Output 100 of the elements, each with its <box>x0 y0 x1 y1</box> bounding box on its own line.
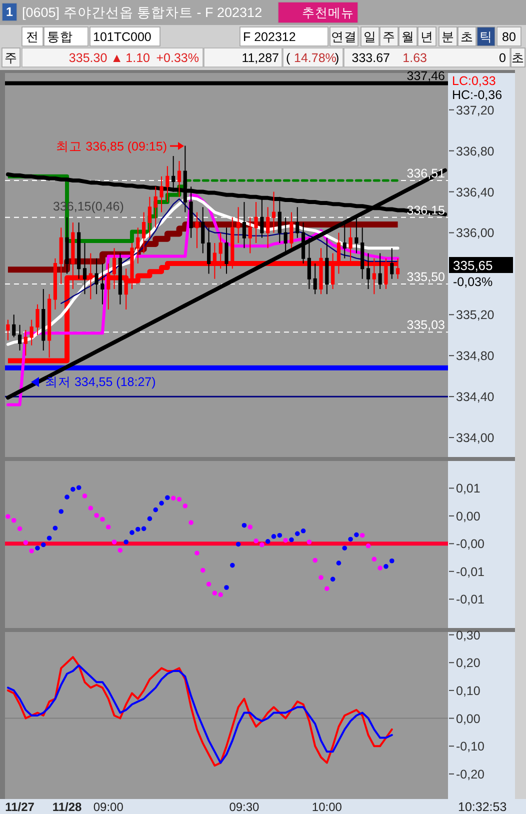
text: -0,03% <box>453 275 493 289</box>
ref-line-label: 335,03 <box>406 318 446 332</box>
text: F 202312 <box>243 30 296 44</box>
y-tick-label: 0,10 <box>456 684 480 698</box>
text: 통합 <box>47 30 73 44</box>
y-tick-label: 334,00 <box>456 431 494 446</box>
candlestick <box>254 202 258 244</box>
annotation: 최고 336,85 (09:15) <box>56 140 167 154</box>
text: 80 <box>502 30 516 44</box>
candlestick <box>142 212 146 254</box>
y-tick-label: -0,00 <box>456 537 485 552</box>
y-tick-label: 336,00 <box>456 226 494 240</box>
text: 전 <box>26 30 39 44</box>
y-tick-label: 0,30 <box>456 628 480 642</box>
candlestick <box>360 227 364 280</box>
x-tick-label: 10:00 <box>312 800 342 814</box>
y-tick-label: -0,01 <box>456 592 485 607</box>
y-tick-label: 336,40 <box>456 185 494 200</box>
text: 1.10 <box>126 51 150 65</box>
candlestick <box>124 268 128 310</box>
candlestick <box>242 202 246 249</box>
text: ( <box>286 51 291 65</box>
candlestick <box>301 222 306 264</box>
candlestick <box>201 206 205 254</box>
y-tick-label: -0,01 <box>456 564 485 579</box>
text: 주 <box>382 30 396 44</box>
candlestick <box>366 252 370 290</box>
candlestick <box>325 237 329 295</box>
candlestick <box>313 262 317 295</box>
y-tick-label: -0,20 <box>456 767 485 782</box>
y-tick-label: 334,80 <box>456 349 494 364</box>
y-tick-label: 0,20 <box>456 656 480 670</box>
candlestick <box>206 227 211 274</box>
candlestick <box>100 262 104 305</box>
x-tick-label: 11/28 <box>52 800 82 814</box>
candlestick <box>30 319 34 346</box>
candlestick <box>342 222 346 259</box>
candlestick <box>118 252 122 305</box>
text: 335,65 <box>453 258 493 273</box>
text: 1 <box>6 5 14 19</box>
candlestick <box>307 237 311 290</box>
candlestick <box>177 160 182 198</box>
text: 초 <box>512 51 524 65</box>
candlestick <box>378 252 382 290</box>
candlestick <box>160 176 164 213</box>
x-tick-label: 09:30 <box>229 800 260 814</box>
candlestick <box>390 248 394 280</box>
candlestick <box>224 227 228 274</box>
candlestick <box>272 191 276 234</box>
y-tick-label: 336,80 <box>456 144 494 158</box>
candlestick <box>266 206 270 249</box>
y-tick-label: 0,00 <box>456 509 480 524</box>
text: 연결 <box>331 30 357 44</box>
candlestick <box>154 186 158 228</box>
candlestick <box>354 216 358 254</box>
text: 1.63 <box>402 51 428 65</box>
candlestick <box>284 216 288 254</box>
text: 일 <box>364 30 376 44</box>
y-tick-label: 337,20 <box>456 103 494 118</box>
candlestick <box>18 324 22 351</box>
text: 10:32:53 <box>458 800 507 814</box>
text: 초 <box>460 30 474 44</box>
text: 주 <box>4 51 18 65</box>
candlestick <box>77 222 81 280</box>
candlestick <box>136 227 140 264</box>
text: 333.67 <box>352 51 390 65</box>
text: 추천메뉴 <box>302 6 354 20</box>
y-tick-label: 335,20 <box>456 308 494 322</box>
candlestick <box>195 212 199 249</box>
candlestick <box>65 216 69 274</box>
text: 11,287 <box>242 51 280 65</box>
candlestick <box>12 314 16 338</box>
text: 0 <box>499 51 506 65</box>
text: 틱 <box>480 30 492 44</box>
candlestick <box>59 227 63 284</box>
text: 101TC000 <box>93 30 152 44</box>
text: 14.78% <box>294 51 336 65</box>
candlestick <box>24 330 28 356</box>
y-tick-label: 0,01 <box>456 482 480 496</box>
text: +0.33% <box>156 51 199 65</box>
candlestick <box>166 166 170 203</box>
candlestick <box>48 294 52 358</box>
candlestick <box>148 196 152 238</box>
y-tick-label: 334,40 <box>456 390 494 404</box>
line-series <box>6 168 448 400</box>
x-tick-label: 11/27 <box>5 800 35 814</box>
y-tick-label: 0,00 <box>456 712 480 726</box>
text: 월 <box>402 30 414 44</box>
annotation: 최저 334,55 (18:27) <box>45 375 156 389</box>
candlestick <box>94 258 98 295</box>
text: HC:-0,36 <box>452 88 502 102</box>
candlestick <box>42 288 46 351</box>
x-tick-label: 09:00 <box>93 800 124 814</box>
candlestick <box>36 304 40 336</box>
candlestick <box>236 206 240 244</box>
text: LC:0,33 <box>452 74 496 88</box>
text: 분 <box>442 30 454 44</box>
candlestick <box>296 206 300 238</box>
candlestick <box>248 216 252 254</box>
candlestick <box>6 319 10 341</box>
